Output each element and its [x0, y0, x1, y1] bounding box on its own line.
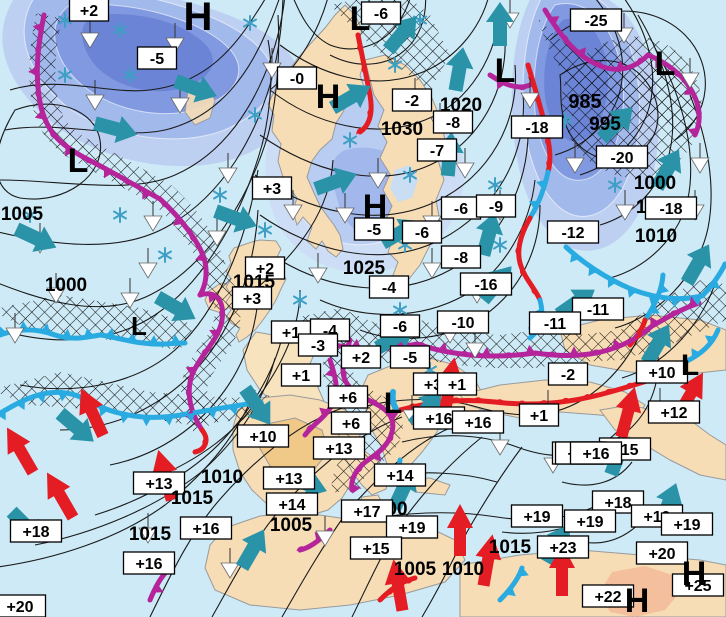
- svg-text:+2: +2: [80, 3, 98, 20]
- svg-text:-2: -2: [561, 367, 575, 384]
- svg-text:-4: -4: [382, 280, 396, 297]
- svg-text:+23: +23: [549, 540, 576, 557]
- svg-text:-11: -11: [587, 302, 609, 319]
- svg-text:+10: +10: [648, 365, 675, 382]
- svg-text:H: H: [363, 188, 388, 226]
- svg-text:L: L: [68, 142, 89, 180]
- svg-text:+6: +6: [342, 416, 360, 433]
- svg-text:+16: +16: [135, 556, 162, 573]
- svg-text:1010: 1010: [635, 226, 677, 247]
- svg-text:1015: 1015: [129, 524, 172, 545]
- svg-text:L: L: [131, 311, 147, 341]
- svg-text:-6: -6: [454, 201, 468, 218]
- svg-text:+20: +20: [6, 599, 33, 616]
- svg-text:L: L: [495, 52, 516, 90]
- svg-text:+3: +3: [263, 181, 281, 198]
- svg-text:985: 985: [568, 91, 601, 113]
- svg-text:H: H: [184, 0, 213, 39]
- svg-text:-7: -7: [430, 143, 444, 160]
- svg-text:-8: -8: [446, 115, 460, 132]
- svg-text:H: H: [625, 582, 650, 617]
- svg-text:L: L: [350, 0, 371, 38]
- svg-text:-10: -10: [451, 315, 474, 332]
- svg-text:+16: +16: [582, 446, 609, 463]
- svg-text:+18: +18: [22, 524, 49, 541]
- svg-text:L: L: [384, 387, 402, 420]
- svg-text:+16: +16: [192, 521, 219, 538]
- svg-text:+22: +22: [594, 589, 621, 606]
- svg-text:-0: -0: [290, 71, 304, 88]
- svg-text:+13: +13: [275, 471, 302, 488]
- svg-text:+1: +1: [530, 408, 548, 425]
- svg-text:+6: +6: [339, 390, 357, 407]
- svg-text:-9: -9: [489, 199, 503, 216]
- svg-text:1015: 1015: [171, 488, 214, 509]
- svg-text:L: L: [655, 45, 676, 83]
- svg-text:L: L: [681, 349, 699, 382]
- svg-text:+10: +10: [249, 429, 276, 446]
- svg-text:+17: +17: [353, 504, 380, 521]
- svg-text:H: H: [316, 78, 341, 116]
- svg-text:+14: +14: [278, 497, 305, 514]
- svg-text:-11: -11: [544, 316, 566, 333]
- svg-text:+1: +1: [448, 377, 466, 394]
- svg-text:+1: +1: [282, 325, 300, 342]
- svg-text:+16: +16: [464, 415, 491, 432]
- svg-text:+16: +16: [425, 411, 452, 428]
- svg-text:+19: +19: [523, 509, 550, 526]
- svg-text:1010: 1010: [201, 467, 243, 488]
- svg-text:+3: +3: [243, 291, 261, 308]
- svg-text:1030: 1030: [381, 119, 423, 140]
- svg-text:-2: -2: [405, 93, 419, 110]
- svg-text:1000: 1000: [634, 173, 676, 194]
- svg-text:+13: +13: [145, 476, 172, 493]
- svg-text:1005: 1005: [394, 559, 437, 580]
- svg-text:-16: -16: [474, 277, 497, 294]
- svg-text:-5: -5: [150, 51, 164, 68]
- svg-text:+19: +19: [398, 520, 425, 537]
- svg-text:-6: -6: [374, 6, 388, 23]
- svg-text:-25: -25: [584, 13, 607, 30]
- svg-text:+1: +1: [292, 368, 310, 385]
- svg-text:1005: 1005: [1, 204, 44, 225]
- svg-text:-20: -20: [610, 150, 633, 167]
- svg-text:1010: 1010: [442, 559, 484, 580]
- svg-text:+14: +14: [386, 468, 413, 485]
- svg-text:+19: +19: [576, 514, 603, 531]
- svg-text:-3: -3: [311, 338, 325, 355]
- svg-text:-8: -8: [454, 250, 468, 267]
- svg-text:1015: 1015: [489, 537, 532, 558]
- svg-text:-5: -5: [403, 350, 417, 367]
- svg-text:995: 995: [589, 114, 621, 135]
- svg-text:H: H: [682, 555, 707, 593]
- svg-text:1005: 1005: [270, 515, 313, 536]
- svg-text:-6: -6: [415, 225, 429, 242]
- svg-text:-18: -18: [525, 120, 548, 137]
- svg-text:1000: 1000: [45, 275, 87, 296]
- svg-text:-6: -6: [393, 319, 407, 336]
- svg-text:+2: +2: [352, 350, 370, 367]
- svg-text:+19: +19: [673, 517, 700, 534]
- svg-text:-12: -12: [561, 225, 584, 242]
- svg-text:+15: +15: [362, 541, 389, 558]
- svg-text:-18: -18: [659, 201, 682, 218]
- svg-text:+13: +13: [325, 441, 352, 458]
- svg-text:+12: +12: [660, 405, 687, 422]
- svg-text:+20: +20: [648, 546, 675, 563]
